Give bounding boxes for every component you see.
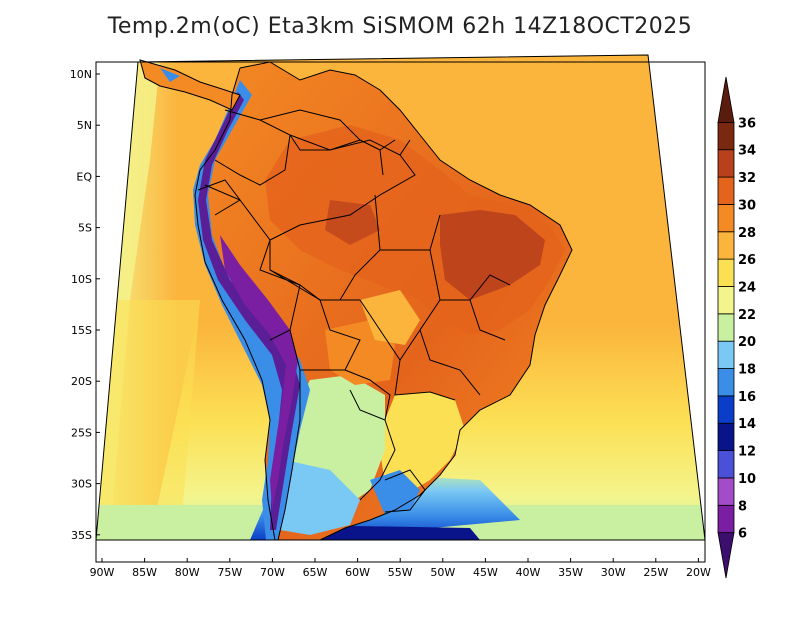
lon-tick-label: 85W (132, 566, 157, 579)
colorbar: 6 8 10 12 14 16 18 20 22 24 26 28 30 32 34 36 (717, 76, 756, 579)
lat-tick-label: 30S (71, 478, 92, 491)
pacific-south-band (96, 300, 200, 540)
colorbar-label: 22 (738, 308, 756, 323)
lon-tick-label: 50W (430, 566, 455, 579)
colorbar-swatch (717, 76, 735, 123)
cold-southeast-tip (370, 470, 420, 515)
colorbar-swatch (717, 532, 735, 579)
colorbar-label: 28 (738, 226, 756, 241)
lat-tick-label: 35S (71, 529, 92, 542)
lon-tick-label: 40W (516, 566, 541, 579)
lon-tick-label: 20W (686, 566, 711, 579)
lon-tick-label: 70W (260, 566, 285, 579)
lon-tick-label: 65W (303, 566, 328, 579)
brazil-border (259, 134, 456, 401)
lat-tick-label: 5N (77, 119, 92, 132)
lon-tick-label: 45W (473, 566, 498, 579)
lat-tick-label: EQ (76, 170, 92, 183)
colorbar-label: 18 (738, 363, 756, 378)
colorbar-swatch (717, 313, 735, 342)
uruguay-border (384, 469, 426, 513)
colorbar-swatch (717, 204, 735, 233)
central-america-highland (160, 68, 180, 82)
colorbar-swatch (717, 340, 735, 369)
lat-tick-label: 10S (71, 273, 92, 286)
colorbar-label: 26 (738, 253, 756, 268)
lat-tick-label: 10N (70, 68, 92, 81)
colorbar-swatch (717, 231, 735, 260)
hot-patch-centre (325, 200, 380, 245)
central-america-outline (139, 59, 241, 111)
colorbar-swatch (717, 504, 735, 534)
ecuador-border (197, 179, 241, 216)
latitude-axis: 10N 5N EQ 5S 10S 15S 20S 25S 30S 35S (70, 68, 100, 542)
lon-tick-label: 80W (175, 566, 200, 579)
country-borders (139, 59, 573, 541)
colorbar-label: 6 (738, 527, 747, 542)
colorbar-swatch (717, 477, 735, 506)
colorbar-label: 12 (738, 445, 756, 460)
andes-coldest-core (198, 92, 300, 530)
colorbar-swatch (717, 395, 735, 424)
map-title: Temp.2m(oC) Eta3km SiSMOM 62h 14Z18OCT20… (107, 14, 693, 39)
cold-patagonia (275, 460, 360, 535)
lat-tick-label: 20S (71, 375, 92, 388)
lat-tick-label: 25S (71, 426, 92, 439)
colorbar-swatch (717, 422, 735, 451)
lat-tick-label: 15S (71, 324, 92, 337)
colorbar-swatch (717, 176, 735, 205)
colorbar-swatch (717, 121, 735, 151)
colorbar-label: 10 (738, 472, 756, 487)
lon-tick-label: 75W (217, 566, 242, 579)
colorbar-label: 8 (738, 499, 747, 514)
southern-coldest-ocean (300, 525, 480, 540)
colorbar-label: 30 (738, 198, 756, 213)
colorbar-label: 34 (738, 144, 756, 159)
lat-tick-label: 5S (78, 222, 92, 235)
argentina-border (359, 419, 396, 501)
mild-paraguay (360, 290, 420, 345)
colorbar-swatch (717, 286, 735, 315)
coastline-outline (194, 61, 573, 541)
lon-tick-label: 30W (601, 566, 626, 579)
longitude-axis: 90W 85W 80W 75W 70W 65W 60W 55W 50W 45W 40W 35W 30W 2… (90, 558, 711, 579)
colorbar-label: 16 (738, 390, 756, 405)
colorbar-label: 20 (738, 335, 756, 350)
paraguay-border (344, 369, 391, 421)
argentina-chile-border (277, 370, 301, 541)
guianas-border (359, 139, 411, 176)
lon-tick-label: 55W (388, 566, 413, 579)
colorbar-label: 32 (738, 171, 756, 186)
andes-violet-core (220, 235, 298, 510)
hottest-core-northeast (440, 210, 545, 300)
colorbar-swatch (717, 149, 735, 178)
lon-tick-label: 60W (345, 566, 370, 579)
brazil-states (339, 194, 511, 396)
lon-tick-label: 90W (90, 566, 115, 579)
temperature-field (96, 55, 705, 540)
colorbar-swatch (717, 258, 735, 287)
lon-tick-label: 25W (643, 566, 668, 579)
cool-south-brazil (380, 392, 465, 495)
colorbar-label: 36 (738, 116, 756, 131)
colorbar-swatch (717, 368, 735, 397)
colorbar-label: 24 (738, 280, 756, 295)
lon-tick-label: 35W (558, 566, 583, 579)
colorbar-swatch (717, 450, 735, 479)
colorbar-label: 14 (738, 417, 756, 432)
